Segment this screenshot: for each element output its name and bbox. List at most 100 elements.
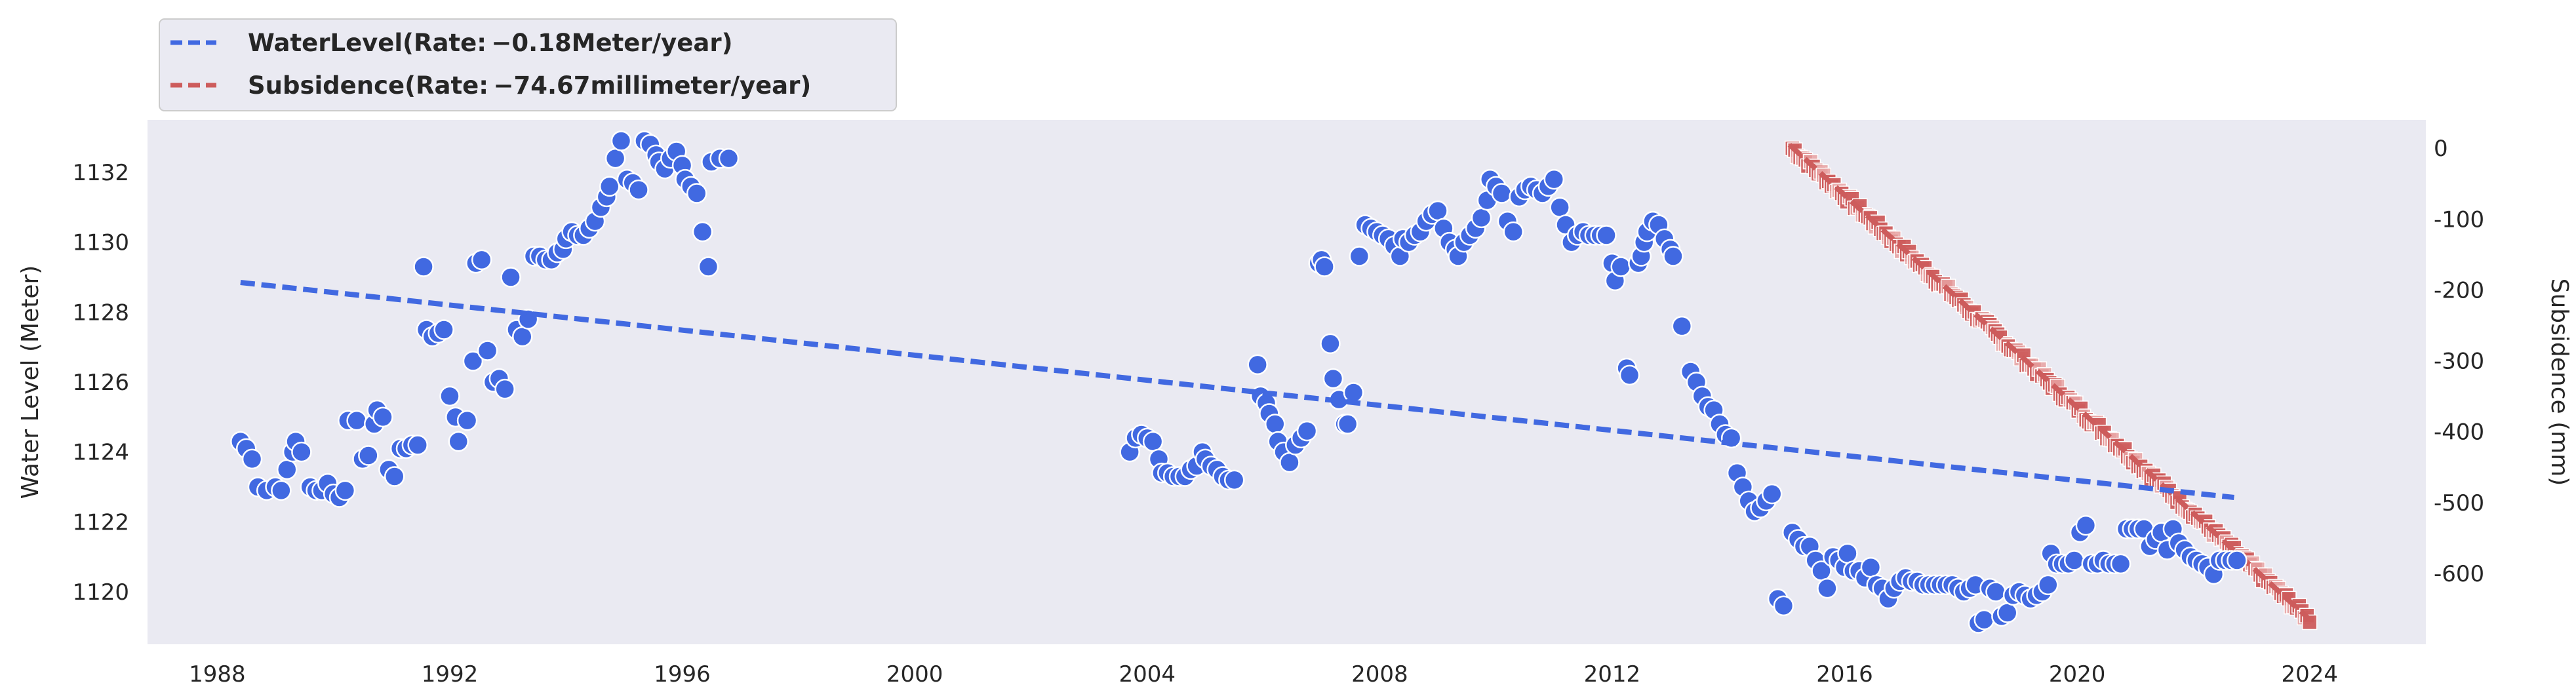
waterlevel-point — [1619, 364, 1640, 386]
y-right-tick-label: -500 — [2434, 490, 2484, 516]
waterlevel-point — [1223, 469, 1245, 491]
y-right-tick-label: -300 — [2434, 349, 2484, 375]
waterlevel-point — [1142, 431, 1164, 452]
waterlevel-point — [1247, 354, 1268, 376]
waterlevel-point — [471, 249, 492, 271]
waterlevel-point — [604, 147, 626, 169]
legend-subsidence-label: Subsidence(Rate: −74.67millimeter/year) — [248, 71, 811, 100]
y-axis-left-ticks: 1120 1122 1124 1126 1128 1130 1132 — [72, 160, 129, 606]
y-left-tick-label: 1130 — [72, 230, 129, 256]
waterlevel-point — [1320, 333, 1341, 355]
waterlevel-point — [1817, 577, 1838, 599]
waterlevel-point — [407, 435, 428, 456]
waterlevel-point — [241, 448, 263, 470]
waterlevel-point — [512, 326, 533, 347]
waterlevel-point — [2227, 550, 2248, 571]
x-tick-label: 2020 — [2049, 661, 2106, 688]
y-right-tick-label: -400 — [2434, 419, 2484, 446]
waterlevel-point — [1610, 256, 1631, 277]
y-right-tick-label: 0 — [2434, 136, 2448, 162]
waterlevel-point — [2038, 574, 2059, 596]
x-tick-label: 1988 — [189, 661, 246, 688]
waterlevel-point — [1314, 256, 1335, 277]
x-tick-label: 1996 — [654, 661, 711, 688]
waterlevel-point — [277, 459, 298, 480]
y-right-tick-label: -100 — [2434, 206, 2484, 233]
y-left-tick-label: 1120 — [72, 579, 129, 606]
waterlevel-point — [692, 221, 713, 242]
waterlevel-point — [718, 147, 740, 169]
waterlevel-point — [610, 130, 632, 151]
waterlevel-point — [439, 385, 460, 407]
waterlevel-point — [1337, 414, 1358, 435]
legend-box — [159, 18, 897, 111]
y-right-tick-label: -600 — [2434, 561, 2484, 587]
waterlevel-point — [413, 256, 434, 277]
waterlevel-point — [1761, 483, 1783, 505]
waterlevel-point — [456, 410, 478, 431]
y-left-tick-label: 1124 — [72, 440, 129, 466]
x-tick-label: 2004 — [1119, 661, 1176, 688]
waterlevel-point — [1349, 246, 1370, 267]
y-axis-left-label: Water Level (Meter) — [17, 265, 44, 499]
y-axis-right-label: Subsidence (mm) — [2546, 279, 2573, 486]
waterlevel-point — [462, 351, 484, 372]
waterlevel-point — [1279, 452, 1300, 473]
waterlevel-point — [372, 406, 393, 428]
waterlevel-point — [448, 431, 469, 452]
waterlevel-point — [2063, 550, 2085, 571]
waterlevel-point — [1663, 246, 1684, 267]
waterlevel-point — [1985, 581, 2006, 602]
waterlevel-point — [291, 441, 312, 463]
waterlevel-point — [1837, 543, 1858, 564]
x-axis-ticks: 1988 1992 1996 2000 2004 2008 2012 2016 2020 2024 — [189, 661, 2338, 688]
y-axis-right-ticks: 0 -100 -200 -300 -400 -500 -600 — [2434, 136, 2484, 587]
waterlevel-trend-line — [240, 280, 2234, 500]
x-tick-label: 2012 — [1584, 661, 1641, 688]
x-tick-label: 2024 — [2281, 661, 2338, 688]
waterlevel-point — [1671, 315, 1693, 337]
y-left-tick-label: 1128 — [72, 300, 129, 326]
waterlevel-point — [1773, 595, 1794, 617]
waterlevel-point — [1471, 207, 1492, 229]
waterlevel-point — [698, 256, 719, 277]
waterlevel-point — [477, 340, 498, 361]
y-right-tick-label: -200 — [2434, 277, 2484, 303]
waterlevel-point — [358, 445, 379, 466]
y-left-tick-label: 1122 — [72, 509, 129, 535]
waterlevel-point — [500, 267, 521, 288]
waterlevel-point — [1265, 414, 1286, 435]
waterlevel-point — [686, 183, 707, 204]
waterlevel-point — [1427, 200, 1448, 222]
waterlevel-point — [2110, 553, 2131, 575]
waterlevel-point — [384, 466, 405, 487]
waterlevel-point — [334, 480, 356, 501]
y-left-tick-label: 1126 — [72, 370, 129, 396]
x-tick-label: 2008 — [1351, 661, 1408, 688]
legend-waterlevel-label: WaterLevel(Rate: −0.18Meter/year) — [248, 29, 732, 57]
waterlevel-point — [271, 480, 292, 501]
waterlevel-point — [1596, 225, 1617, 246]
series-layer — [230, 130, 2318, 634]
waterlevel-point — [1322, 368, 1344, 389]
waterlevel-point — [1296, 420, 1318, 442]
waterlevel-point — [1549, 197, 1570, 218]
waterlevel-point — [1543, 168, 1565, 190]
y-left-tick-label: 1132 — [72, 160, 129, 186]
x-tick-label: 2000 — [886, 661, 943, 688]
waterlevel-point — [1996, 602, 2018, 623]
waterlevel-point — [2075, 514, 2097, 536]
waterlevel-point — [346, 410, 367, 431]
waterlevel-point — [494, 378, 515, 400]
waterlevel-point — [1860, 556, 1882, 578]
waterlevel-point — [433, 319, 454, 340]
waterlevel-point — [599, 176, 620, 197]
waterlevel-point — [1973, 609, 1995, 630]
waterlevel-point — [1503, 221, 1524, 242]
subsidence-trend-line — [1787, 142, 2312, 622]
waterlevel-point — [628, 179, 649, 201]
legend: WaterLevel(Rate: −0.18Meter/year) Subsid… — [159, 18, 897, 111]
x-tick-label: 2016 — [1816, 661, 1873, 688]
waterlevel-point — [1491, 183, 1513, 204]
